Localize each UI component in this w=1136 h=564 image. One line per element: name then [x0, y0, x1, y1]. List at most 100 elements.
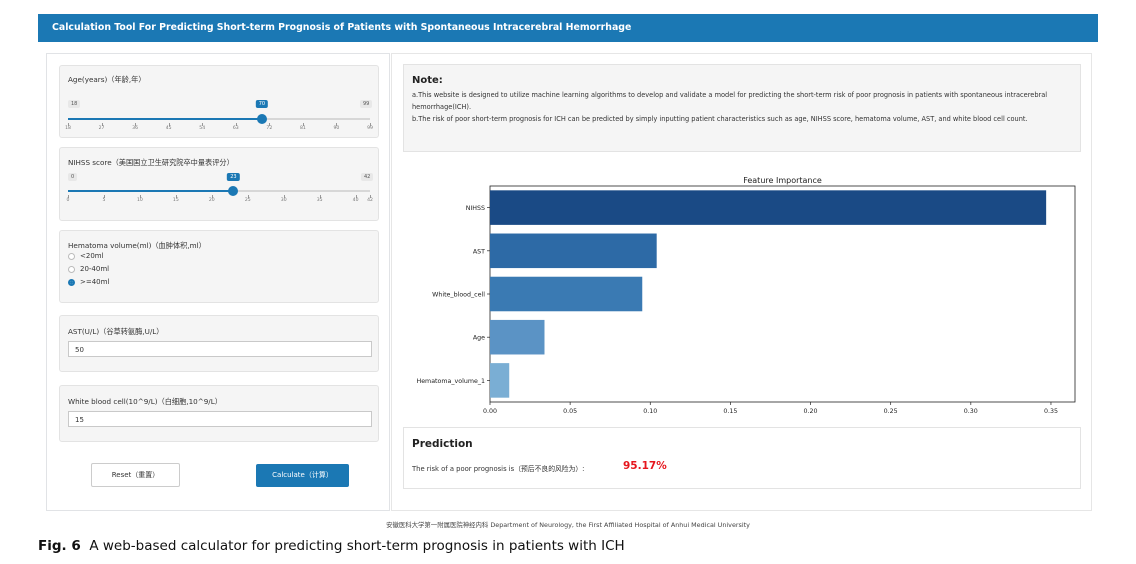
slider-tick-label: 63 [232, 126, 239, 131]
ast-label: AST(U/L)（谷草转氨酶,U/L） [68, 327, 164, 336]
x-tick-label: 0.05 [563, 408, 577, 415]
y-tick-label: NIHSS [466, 205, 485, 212]
slider-tick [283, 195, 285, 198]
slider-tick-label: 18 [65, 126, 71, 131]
slider-tick-label: 25 [244, 198, 251, 203]
slider-tick-label: 27 [98, 126, 105, 131]
slider-tick-label: 0 [66, 198, 70, 203]
feature-importance-chart: Feature Importance NIHSS AST White_blood_ce… [416, 176, 1076, 415]
hematoma-card: Hematoma volume(ml)（血肿体积,ml） <20ml 20-40… [59, 230, 379, 303]
prediction-title: Prediction [412, 438, 473, 450]
slider-tick [269, 123, 271, 126]
slider-tick [336, 123, 338, 126]
x-tick-label: 0.15 [723, 408, 737, 415]
slider-tick-label: 99 [367, 126, 373, 131]
age-slider-handle[interactable] [256, 114, 267, 124]
slider-tick-label: 36 [132, 126, 139, 131]
slider-tick [175, 195, 177, 198]
wbc-input[interactable]: 15 [68, 411, 372, 427]
radio-icon[interactable] [68, 265, 75, 273]
nihss-label: NIHSS score（美国国立卫生研究院卒中量表评分） [68, 158, 234, 167]
slider-tick-label: 90 [333, 126, 340, 131]
slider-tick-label: 15 [172, 198, 179, 203]
ast-input[interactable]: 50 [68, 341, 372, 357]
nihss-max: 42 [361, 173, 374, 181]
nihss-slider-fill [68, 190, 234, 192]
age-slider-fill [68, 118, 262, 120]
slider-tick-label: 72 [266, 126, 273, 131]
footer-text: 安徽医科大学第一附属医院神经内科 Department of Neurology… [386, 521, 750, 529]
x-tick-label: 0.30 [964, 408, 978, 415]
wbc-label: White blood cell(10^9/L)（白细胞,10^9/L） [68, 397, 222, 406]
slider-tick [168, 123, 170, 126]
calculate-button[interactable]: Calculate（计算） [256, 464, 349, 487]
slider-tick [370, 123, 371, 126]
age-label: Age(years)（年龄,年） [68, 75, 146, 84]
nihss-slider[interactable] [68, 186, 370, 196]
slider-tick [68, 195, 69, 198]
reset-button[interactable]: Reset（重置） [91, 463, 180, 487]
x-tick-label: 0.00 [483, 408, 497, 415]
slider-tick-label: 81 [299, 126, 306, 131]
note-title: Note: [412, 75, 443, 86]
slider-tick [211, 195, 213, 198]
slider-tick [135, 123, 137, 126]
nihss-slider-handle[interactable] [228, 186, 239, 196]
x-tick-label: 0.25 [884, 408, 898, 415]
figure-caption: Fig. 6 A web-based calculator for predic… [38, 538, 625, 554]
slider-tick-label: 54 [199, 126, 206, 131]
note-item-a: a.This website is designed to utilize ma… [412, 91, 1048, 111]
note-box: Note: a.This website is designed to util… [403, 64, 1081, 152]
radio-selected-icon[interactable] [68, 278, 75, 286]
slider-tick-label: 40 [352, 198, 359, 203]
wbc-card: White blood cell(10^9/L)（白细胞,10^9/L） 15 [59, 385, 379, 442]
chart-title: Feature Importance [743, 176, 822, 185]
slider-tick [103, 195, 105, 198]
nihss-min: 0 [68, 173, 78, 181]
ast-card: AST(U/L)（谷草转氨酶,U/L） 50 [59, 315, 379, 372]
age-slider[interactable] [68, 114, 370, 124]
hematoma-option-label: >=40ml [80, 278, 110, 286]
note-item-b: b.The risk of poor short-term prognosis … [412, 115, 1028, 123]
slider-tick [235, 123, 237, 126]
hematoma-label: Hematoma volume(ml)（血肿体积,ml） [68, 241, 206, 250]
slider-tick [139, 195, 141, 198]
age-max: 99 [360, 100, 373, 108]
bar [490, 319, 545, 355]
app-header: Calculation Tool For Predicting Short-te… [38, 14, 1098, 42]
y-tick-label: Age [473, 335, 485, 342]
slider-tick [202, 123, 204, 126]
radio-icon[interactable] [68, 252, 75, 260]
age-value-bubble: 70 [255, 100, 269, 108]
prediction-box: Prediction The risk of a poor prognosis … [403, 427, 1081, 489]
hematoma-option-20-40[interactable]: 20-40ml [68, 265, 109, 273]
slider-tick-label: 10 [136, 198, 143, 203]
slider-tick [68, 123, 69, 126]
slider-tick [319, 195, 321, 198]
slider-tick-label: 5 [102, 198, 106, 203]
hematoma-option-label: 20-40ml [80, 265, 110, 273]
bar [490, 190, 1047, 225]
hematoma-option-gte40[interactable]: >=40ml [68, 278, 109, 286]
age-min: 18 [68, 100, 81, 108]
figure-label: Fig. 6 [38, 538, 81, 554]
slider-tick-label: 45 [165, 126, 172, 131]
input-panel: Age(years)（年龄,年） 18 99 70 18 27 36 45 54 63 72… [46, 53, 390, 511]
bar [490, 276, 643, 312]
prediction-text: The risk of a poor prognosis is（预后不良的风险为… [412, 465, 585, 473]
slider-tick-label: 20 [208, 198, 215, 203]
nihss-value-bubble: 23 [227, 173, 240, 181]
slider-tick [370, 195, 371, 198]
nihss-card: NIHSS score（美国国立卫生研究院卒中量表评分） 0 42 23 0 5 1… [59, 147, 379, 221]
y-tick-label: White_blood_cell [432, 292, 485, 299]
bar [490, 233, 657, 269]
x-tick-label: 0.20 [804, 408, 818, 415]
slider-tick [101, 123, 103, 126]
output-panel: Note: a.This website is designed to util… [391, 53, 1092, 511]
y-tick-label: AST [473, 248, 485, 255]
figure-caption-text: A web-based calculator for predicting sh… [89, 538, 625, 554]
slider-tick-label: 30 [280, 198, 287, 203]
y-tick-label: Hematoma_volume_1 [416, 378, 485, 385]
hematoma-option-lt20[interactable]: <20ml [68, 252, 104, 260]
slider-tick [355, 195, 357, 198]
